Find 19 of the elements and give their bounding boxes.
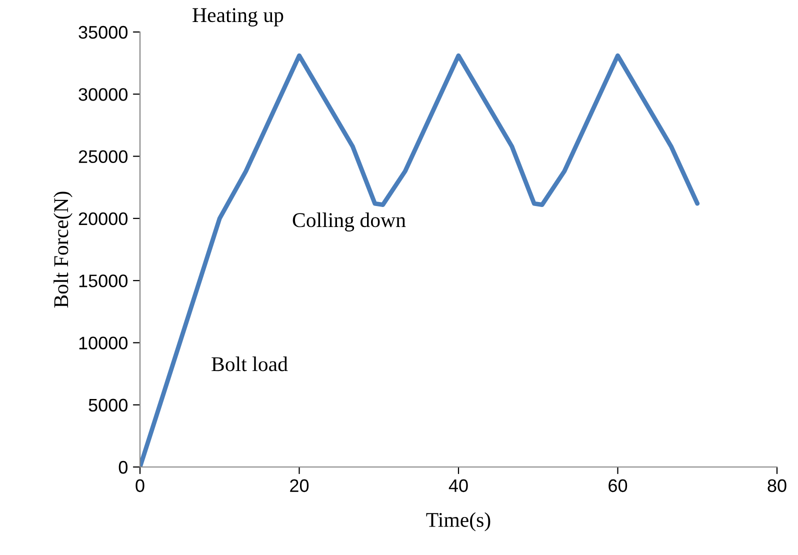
y-tick-label: 15000 xyxy=(79,274,128,288)
x-tick-label: 40 xyxy=(448,479,468,492)
x-axis-title: Time(s) xyxy=(426,512,490,532)
y-tick-label: 35000 xyxy=(78,26,128,39)
x-tick-label: 60 xyxy=(608,479,628,492)
x-tick-label: 20 xyxy=(290,479,309,492)
x-tick-label: 0 xyxy=(136,479,144,492)
annotation: Bolt load xyxy=(212,356,288,372)
line-series xyxy=(140,53,700,467)
annotation: Colling down xyxy=(292,212,406,232)
y-tick-label: 20000 xyxy=(78,212,128,226)
x-tick-label: 80 xyxy=(768,479,786,492)
y-tick-label: 30000 xyxy=(78,88,128,101)
y-tick-label: 10000 xyxy=(79,336,128,350)
y-tick-label: 5000 xyxy=(88,398,128,412)
y-tick-label: 0 xyxy=(118,460,128,474)
y-axis-title: Bolt Force(N) xyxy=(54,192,72,308)
y-tick-label: 25000 xyxy=(78,150,128,164)
text: Heating up xyxy=(192,8,284,26)
